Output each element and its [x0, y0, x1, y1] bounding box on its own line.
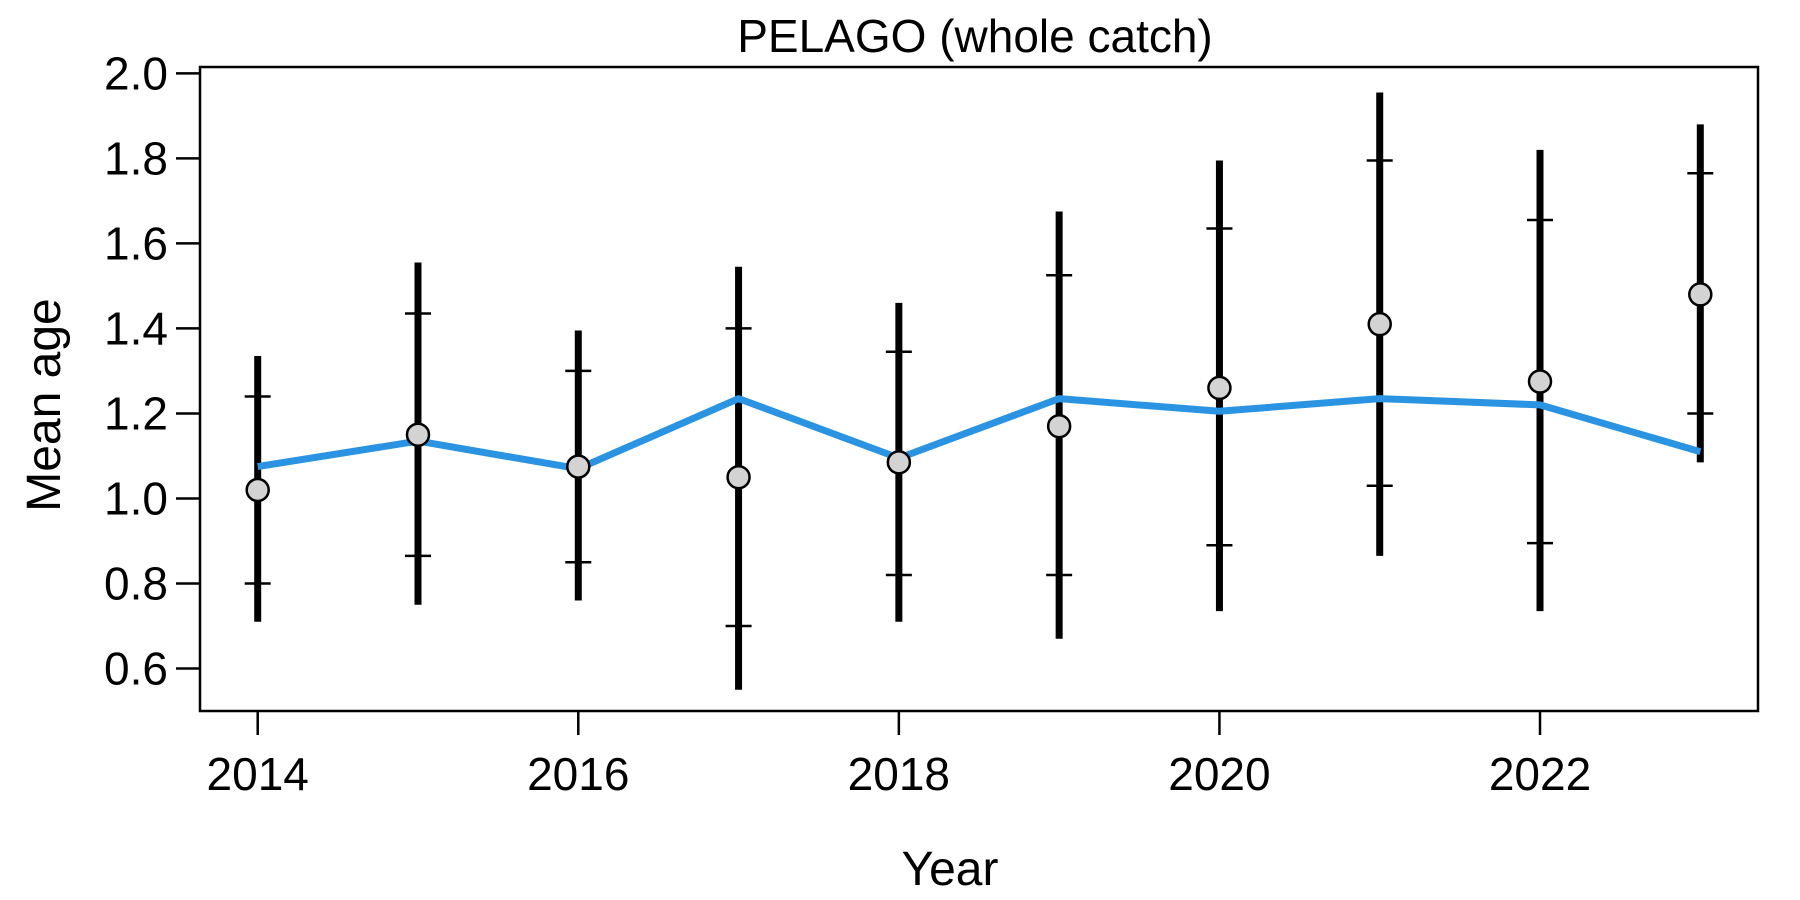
- y-tick-label: 1.8: [104, 132, 168, 184]
- y-tick-label: 1.6: [104, 217, 168, 269]
- y-tick-label: 2.0: [104, 47, 168, 99]
- data-point: [1207, 375, 1232, 401]
- data-point: [566, 454, 591, 479]
- y-tick-label: 1.2: [104, 387, 168, 439]
- data-point: [726, 464, 751, 490]
- data-point: [1688, 282, 1713, 307]
- fitted-line-layer: [257, 395, 1702, 473]
- y-tick-label: 1.0: [104, 472, 168, 524]
- y-axis-title: Mean age: [18, 298, 71, 512]
- data-point: [1046, 413, 1072, 439]
- x-tick-label: 2014: [207, 748, 309, 800]
- x-tick-label: 2020: [1168, 748, 1270, 800]
- x-axis-title: Year: [902, 843, 999, 896]
- y-tick-label: 1.4: [104, 302, 168, 354]
- x-tick-label: 2022: [1489, 748, 1591, 800]
- y-tick-label: 0.8: [104, 557, 168, 609]
- plot-frame: [198, 65, 1760, 713]
- x-tick-label: 2018: [848, 748, 950, 800]
- data-point: [405, 422, 431, 447]
- chart-title: PELAGO (whole catch): [737, 10, 1213, 62]
- observed-points: [245, 282, 1713, 503]
- data-point: [1367, 311, 1392, 337]
- inner-interval-ticks: [244, 159, 1714, 628]
- outer-interval-bars: [254, 92, 1704, 690]
- data-point: [1527, 369, 1553, 394]
- x-tick-label: 2016: [527, 748, 629, 800]
- data-point: [245, 477, 270, 503]
- fitted-line: [257, 395, 1702, 473]
- y-axis: 0.6 0.8 1.0 1.2 1.4 1.6 1.8 2.0: [104, 47, 200, 694]
- x-axis: 2014 2016 2018 2020 2022: [207, 711, 1591, 800]
- data-point: [886, 450, 912, 475]
- y-tick-label: 0.6: [104, 642, 168, 694]
